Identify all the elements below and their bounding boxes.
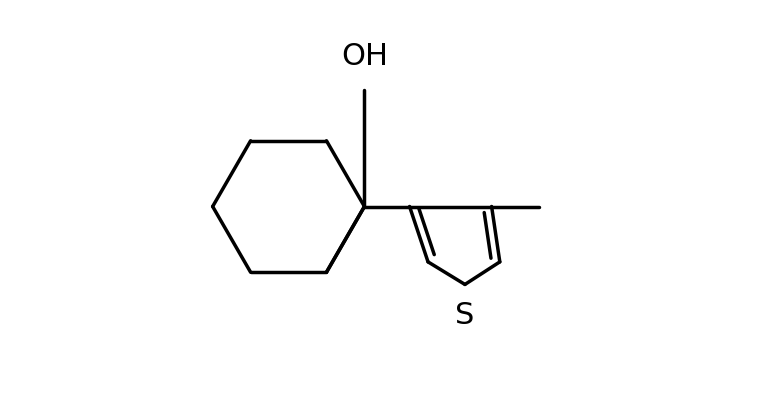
- Text: S: S: [455, 301, 474, 330]
- Text: OH: OH: [341, 42, 388, 71]
